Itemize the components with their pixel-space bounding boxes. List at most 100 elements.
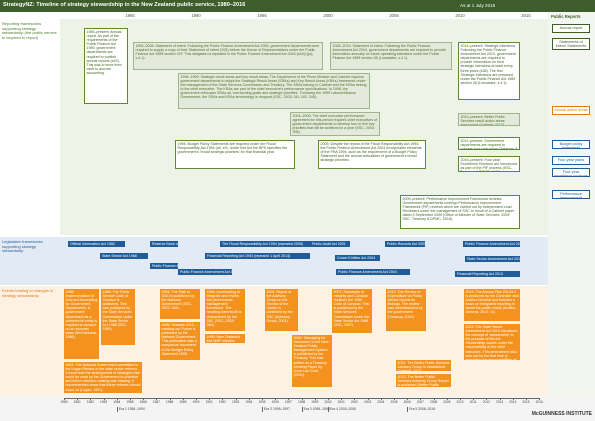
axis-year: 2004 [377,400,385,404]
axis-year: 1985 [126,400,134,404]
axis-year: 2015 [522,400,530,404]
reporting-box: 1994–1999: Strategic result areas and ke… [178,73,370,109]
event-box: 2013: The Annual Plan 2013/14 is produce… [464,289,520,321]
legislation-box: Reserve Bank of New Zealand Act 1989 [150,241,178,247]
axis-tick [473,398,474,400]
top-year: 2010 [455,13,465,18]
event-box: 1994: The Path to 2010 is published by t… [160,289,200,319]
axis-tick [196,398,197,400]
axis-year: 1997 [284,400,292,404]
axis-tick [420,398,421,400]
axis-year: 1998 [298,400,306,404]
legislation-box: Public Audit Act 2001 [310,241,350,247]
axis-year: 1987 [152,400,160,404]
legislation-box: Public Finance Act 1989 [150,263,178,269]
axis-year: 2010 [456,400,464,404]
axis-year: 1981 [73,400,81,404]
axis-tick [169,398,171,400]
axis-tick [460,398,461,400]
axis-tick [116,398,118,400]
reporting-box: 2015–present: Four-year Excellence Horiz… [458,156,520,172]
axis-tick [499,398,501,400]
reporting-box: 2009–present: Performance Improvement Fr… [400,195,520,229]
axis-year: 1988 [166,400,174,404]
footer-area [0,396,595,421]
right-label: Budget policy statements [552,140,590,149]
axis-year: 1980 [60,400,68,404]
reporting-box: 2004–2005: The chief executive performan… [290,112,380,136]
legislation-box: Public Finance Amendment Act 1992 [178,269,232,275]
era-label: Era 5 2006–2016 [407,407,447,412]
axis-year: 1984 [113,400,121,404]
legislation-box: State Sector Amendment Act 2013 [465,256,520,262]
axis-year: 1991 [205,400,213,404]
event-box: 1995: Towards 2010 – meeting our Future … [160,322,200,360]
top-year: 1990 [191,13,201,18]
axis-year: 1983 [100,400,108,404]
axis-tick [103,398,105,400]
legislation-box: Official Information Act 1982 [68,241,125,247]
axis-year: 2012 [482,400,490,404]
axis-tick [512,398,514,400]
top-year: 2015 [521,13,531,18]
axis-tick [407,398,408,400]
right-label: Statements of intent/ Statements of inte… [552,38,590,50]
top-year: 1985 [125,13,135,18]
axis-tick [182,398,184,400]
reporting-box: 1992–2005: Statement of intent. Followin… [133,42,323,70]
axis-tick [275,398,276,400]
axis-year: 1990 [192,400,200,404]
event-box: 1988: The Public Service Code of Conduct… [101,289,135,345]
era-label: Era 4 2000–2005 [328,407,368,412]
axis-year: 1989 [179,400,187,404]
axis-tick [235,398,237,400]
axis-year: 1994 [245,400,253,404]
axis-year: 2006 [403,400,411,404]
axis-year: 2007 [416,400,424,404]
axis-tick [288,398,289,400]
axis-tick [64,398,65,400]
era-label: Era 2 1995–1997 [262,407,302,412]
legislation-box: State Sector Act 1988 [100,253,148,259]
era-label: Era 1 1984–1994 [116,407,157,412]
axis-year: 2016 [535,400,543,404]
axis-tick [539,398,540,400]
event-box: 2013: The State Sector Amendment Act 201… [464,324,520,360]
legislation-box: The Fiscal Responsibility Act 1994 (repe… [220,241,320,247]
legislation-box: Public Finance Amendment Act 2004 [336,269,410,275]
event-box: 2012: The Better Public Services Advisor… [396,374,451,387]
axis-tick [301,398,303,400]
legislation-box: Crown Entities Act 2004 [335,255,380,261]
event-box: 1986: Implementation of Accrued Accounti… [64,289,99,359]
axis-tick [486,398,487,400]
axis-tick [77,398,78,400]
axis-year: 2009 [443,400,451,404]
axis-tick [209,398,210,400]
left-label: Legislative frameworks supporting strate… [2,240,43,254]
axis-tick [156,398,157,400]
axis-tick [341,398,342,400]
top-year: 2000 [323,13,333,18]
axis-year: 2013 [496,400,504,404]
axis-year: 1995 [258,400,266,404]
axis-tick [143,398,144,400]
axis-tick [433,398,435,400]
axis-year: 2014 [509,400,517,404]
right-label: Four-year excellence horizons [552,168,590,177]
header-bar [0,0,595,12]
event-box: 2001: Report of the Advisory Group on th… [265,289,298,331]
event-box: 2010: The Review of Expenditure on Polic… [386,289,426,331]
reporting-box: 2005–2015: Statement of intent. Followin… [330,42,452,70]
axis-tick [526,398,527,400]
right-label: Annual action areas [552,106,590,115]
axis-year: 2000 [324,400,332,404]
axis-tick [328,398,329,400]
axis-tick [262,398,263,400]
event-box: 1996: Accelerating to integrate and revi… [205,289,245,331]
right-label: Performance improvement framework review… [552,190,590,199]
axis-year: 1992 [218,400,226,404]
axis-tick [130,398,131,400]
event-box: 1991: The National Government committed … [64,362,142,393]
right-header: Public Reports [551,14,581,19]
left-label: Reporting frameworks supporting strategy… [2,22,57,40]
